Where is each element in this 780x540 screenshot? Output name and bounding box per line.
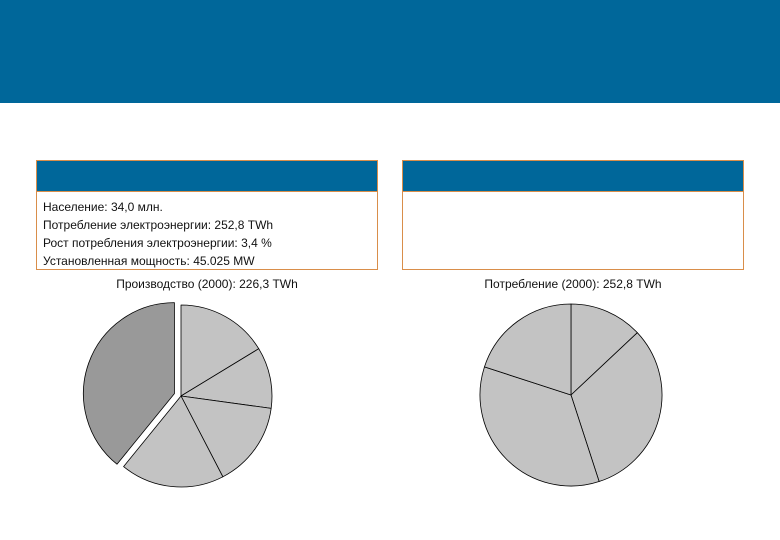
consumption-pie-slice-4 [484, 303, 572, 396]
production-chart-title: Производство (2000): 226,3 TWh [116, 277, 298, 291]
production-pie-slice-5 [83, 302, 175, 465]
panel-header-left [37, 161, 377, 192]
production-pie-slice-1 [180, 304, 260, 397]
consumption-growth-line: Рост потребления электроэнергии: 3,4 % [43, 236, 272, 250]
production-pie-slice-4 [123, 395, 224, 488]
info-panel-right [402, 160, 744, 270]
consumption-pie-slice-3 [479, 366, 600, 487]
production-pie-slice-3 [180, 395, 272, 478]
info-panel-left: Население: 34,0 млн. Потребление электро… [36, 160, 378, 270]
consumption-line: Потребление электроэнергии: 252,8 TWh [43, 218, 274, 232]
consumption-pie-slice-1 [570, 303, 638, 396]
consumption-chart-title: Потребление (2000): 252,8 TWh [484, 277, 662, 291]
panel-header-right [403, 161, 743, 192]
panel-body-left: Население: 34,0 млн. Потребление электро… [37, 192, 377, 270]
population-line: Население: 34,0 млн. [43, 200, 163, 214]
consumption-pie-slice-2 [570, 332, 663, 482]
header-bar [0, 0, 780, 103]
installed-capacity-line: Установленная мощность: 45.025 MW [43, 254, 255, 268]
